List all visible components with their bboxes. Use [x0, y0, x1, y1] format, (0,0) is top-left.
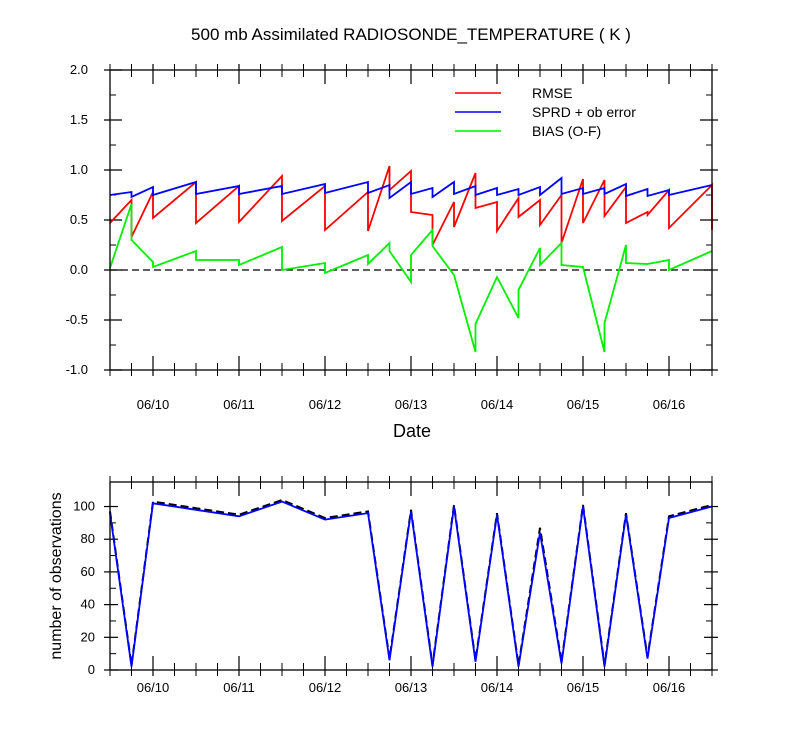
- top-chart: -1.0 -0.5 0.0 0.5 1.0 1.5 2.0 06/10 06/11 06/12 06…: [66, 62, 718, 441]
- bottom-chart: 0 20 40 60 80 100 06/10 06/11 06/12 06/13 06/14 06/…: [48, 476, 718, 695]
- y-axis-label: number of observations: [48, 492, 65, 659]
- legend-sprd-label: SPRD + ob error: [532, 104, 636, 120]
- top-series-group: [109, 165, 713, 353]
- top-x-tick-label: 06/12: [309, 397, 342, 412]
- bottom-x-tick-label: 06/10: [137, 680, 170, 695]
- bottom-x-tick-label: 06/14: [481, 680, 514, 695]
- bottom-y-tick-label: 60: [81, 564, 95, 579]
- legend-bias-label: BIAS (O-F): [532, 123, 601, 139]
- bottom-y-tick-label: 20: [81, 629, 95, 644]
- top-y-tick-label: 1.0: [70, 162, 88, 177]
- bottom-y-tick-label: 40: [81, 597, 95, 612]
- top-y-tick-label: 0.0: [70, 262, 88, 277]
- bottom-y-tick-label: 0: [88, 662, 95, 677]
- legend-rmse-label: RMSE: [532, 85, 572, 101]
- top-y-tick-label: 2.0: [70, 62, 88, 77]
- bottom-x-tick-label: 06/15: [567, 680, 600, 695]
- bottom-x-tick-label: 06/16: [653, 680, 686, 695]
- bottom-plot-frame: [109, 481, 713, 671]
- chart-title: 500 mb Assimilated RADIOSONDE_TEMPERATUR…: [191, 25, 631, 44]
- bottom-series-assimilated-observations: [109, 500, 713, 667]
- top-y-tick-label: 0.5: [70, 212, 88, 227]
- top-y-tick-label: -1.0: [66, 362, 88, 377]
- top-y-tick-label: 1.5: [70, 112, 88, 127]
- top-series-bias-o-f: [109, 203, 713, 353]
- top-series-rmse: [109, 165, 713, 246]
- top-x-tick-label: 06/14: [481, 397, 514, 412]
- x-axis-label: Date: [393, 421, 431, 441]
- top-x-tick-label: 06/16: [653, 397, 686, 412]
- bottom-y-tick-label: 80: [81, 531, 95, 546]
- top-x-tick-label: 06/10: [137, 397, 170, 412]
- bottom-y-tick-label: 100: [73, 499, 95, 514]
- legend: RMSE SPRD + ob error BIAS (O-F): [455, 85, 636, 139]
- top-x-tick-label: 06/13: [395, 397, 428, 412]
- top-plot-frame: [109, 69, 713, 371]
- top-x-tick-label: 06/11: [223, 397, 255, 412]
- top-y-tick-label: -0.5: [66, 312, 88, 327]
- bottom-series-group: [109, 498, 713, 667]
- bottom-x-tick-label: 06/11: [223, 680, 255, 695]
- bottom-series-possible-observations: [109, 498, 713, 666]
- top-series-sprd-ob-error: [109, 176, 713, 200]
- bottom-x-tick-label: 06/13: [395, 680, 428, 695]
- top-x-tick-label: 06/15: [567, 397, 600, 412]
- bottom-x-tick-label: 06/12: [309, 680, 342, 695]
